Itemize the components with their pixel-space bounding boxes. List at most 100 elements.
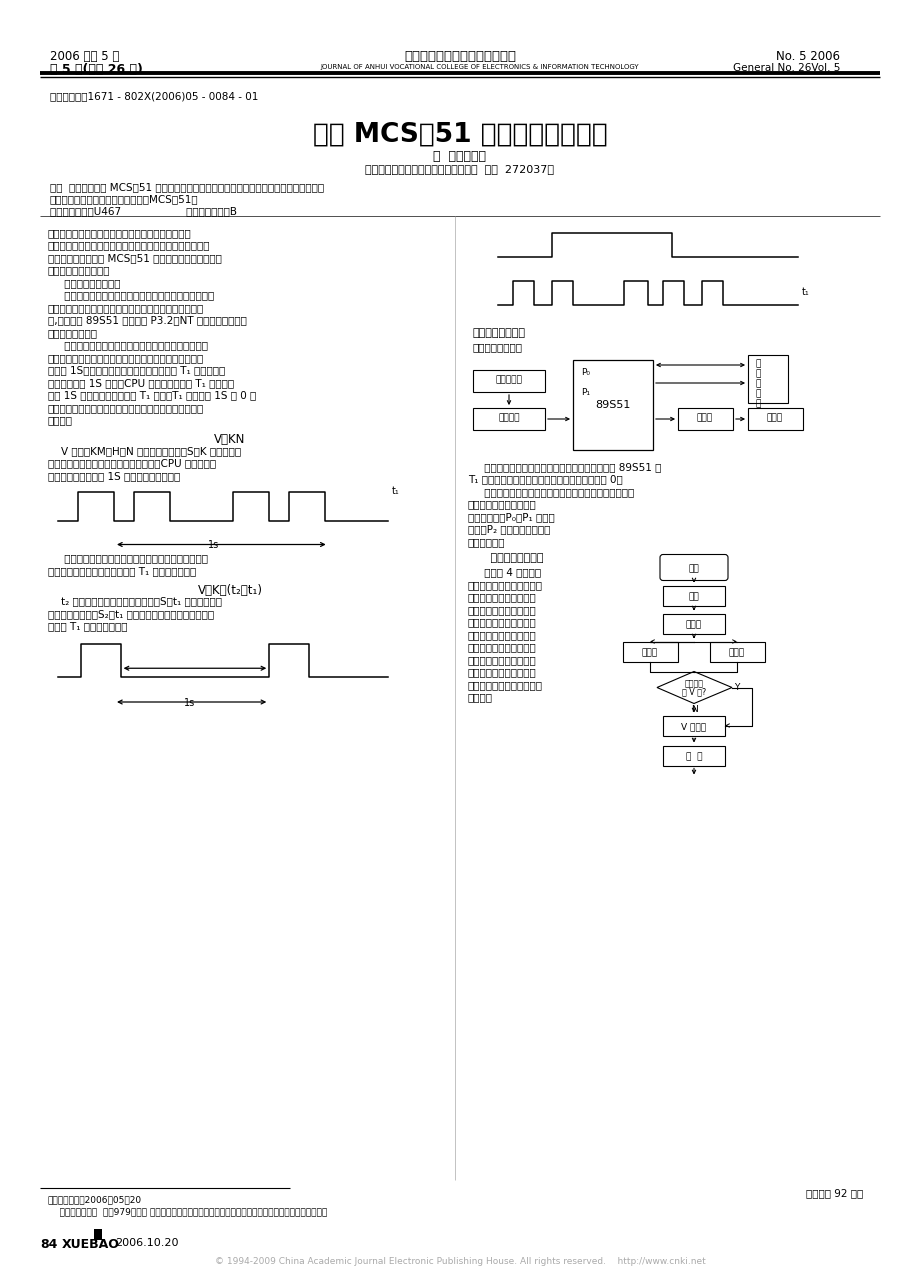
Text: 2006.10.20: 2006.10.20 <box>115 1238 178 1248</box>
Text: （即 1S 的脉冲数），随即将 T₁ 清零，T₁ 在下一个 1S 从 0 开: （即 1S 的脉冲数），随即将 T₁ 清零，T₁ 在下一个 1S 从 0 开 <box>48 390 256 400</box>
Text: 南  楠，房亚民: 南 楠，房亚民 <box>433 150 486 163</box>
Text: 基于 MCS－51 的车速检测显示仪: 基于 MCS－51 的车速检测显示仪 <box>312 122 607 149</box>
Text: 安徽电子信息职业技术学院学报: 安徽电子信息职业技术学院学报 <box>403 50 516 64</box>
Text: 频率法: 频率法 <box>728 649 744 658</box>
Text: V＝K／(t₂－t₁): V＝K／(t₂－t₁) <box>198 583 262 597</box>
Bar <box>663 715 724 735</box>
Bar <box>472 408 544 431</box>
Bar <box>94 1229 102 1240</box>
Text: 我国的车辆生产起步晚，技术相对落后，要赶超欧美: 我国的车辆生产起步晚，技术相对落后，要赶超欧美 <box>48 229 191 237</box>
Text: 示模块动态扫描显示测量: 示模块动态扫描显示测量 <box>468 668 536 677</box>
Text: General No. 26Vol. 5: General No. 26Vol. 5 <box>732 64 839 72</box>
Bar <box>663 613 724 634</box>
Bar <box>709 641 765 662</box>
Text: 89S51: 89S51 <box>595 400 630 410</box>
Text: N: N <box>690 706 697 715</box>
Text: 开始: 开始 <box>688 564 698 574</box>
Text: 面作了一些实用设计。: 面作了一些实用设计。 <box>48 265 110 276</box>
Text: 闪速存储器。: 闪速存储器。 <box>468 537 505 547</box>
Text: 速，小数点可浮动，程序流: 速，小数点可浮动，程序流 <box>468 679 542 690</box>
Text: 84: 84 <box>40 1238 57 1251</box>
Text: t₂ 为本次脉冲到来时刻相对时间，S；t₁ 为本次脉冲到: t₂ 为本次脉冲到来时刻相对时间，S；t₁ 为本次脉冲到 <box>48 597 221 607</box>
Text: ＊［收稿日期］2006－05－20: ＊［收稿日期］2006－05－20 <box>48 1195 142 1204</box>
Bar <box>747 356 788 403</box>
Text: V 存入存: V 存入存 <box>681 723 706 732</box>
Text: 三、软件流程框图: 三、软件流程框图 <box>472 554 543 564</box>
Bar <box>472 370 544 392</box>
Text: 当被测车速很高时，采用频率法进行测量。即累计单: 当被测车速很高时，采用频率法进行测量。即累计单 <box>48 340 208 351</box>
Text: 一、系统的工作原理: 一、系统的工作原理 <box>48 278 120 288</box>
Text: © 1994-2009 China Academic Journal Electronic Publishing House. All rights reser: © 1994-2009 China Academic Journal Elect… <box>214 1257 705 1266</box>
Text: 试方法的类别计算车速，: 试方法的类别计算车速， <box>468 630 536 640</box>
Text: V 车速，KM／H；N 为脉冲个数，个／S；K 常数，它由: V 车速，KM／H；N 为脉冲个数，个／S；K 常数，它由 <box>48 446 241 456</box>
Text: 始累计传感器送来的脉冲数，可由程序以下面的式子计算: 始累计传感器送来的脉冲数，可由程序以下面的式子计算 <box>48 403 204 413</box>
Text: ［作者简介］南  楠（979－）女 山东济宁人，学士，主要从事自动控制、单片机、仪器仪表的教学与研究。: ［作者简介］南 楠（979－）女 山东济宁人，学士，主要从事自动控制、单片机、仪… <box>48 1206 327 1215</box>
Text: 总线；P₂ 为数据总线，访问: 总线；P₂ 为数据总线，访问 <box>468 525 550 535</box>
Text: ［文章编号］1671 - 802X(2006)05 - 0084 - 01: ［文章编号］1671 - 802X(2006)05 - 0084 - 01 <box>50 91 258 102</box>
Text: 器: 器 <box>755 399 761 408</box>
Text: 序和四则运算子程序。显: 序和四则运算子程序。显 <box>468 655 536 665</box>
Text: 1s: 1s <box>208 541 219 550</box>
Text: P₀: P₀ <box>581 368 589 377</box>
Text: 尔式。不论哪一种传感器都以脉冲的形式向外输出转速信: 尔式。不论哪一种传感器都以脉冲的形式向外输出转速信 <box>48 304 204 312</box>
Text: 显示器: 显示器 <box>766 413 782 422</box>
Text: 果送显示器显示，每 1S 更新一次。如下图：: 果送显示器显示，每 1S 更新一次。如下图： <box>48 471 180 481</box>
Text: P₁: P₁ <box>581 389 589 398</box>
Text: ［关键词］车速；显示仪；单片机（MCS－51）: ［关键词］车速；显示仪；单片机（MCS－51） <box>50 194 199 204</box>
Text: 传感器输出: 传感器输出 <box>495 375 522 384</box>
Text: 竞争能力。本文利用 MCS－51 在车辆智能监测及显示方: 竞争能力。本文利用 MCS－51 在车辆智能监测及显示方 <box>48 253 221 263</box>
Text: 存: 存 <box>755 378 761 389</box>
Text: 的时间间隔，进而计算车速。由 T₁ 提供时间基准。: 的时间间隔，进而计算车速。由 T₁ 提供时间基准。 <box>48 566 196 577</box>
Text: 2006 年第 5 期: 2006 年第 5 期 <box>50 50 119 64</box>
Bar <box>663 745 724 766</box>
Text: 时间为 1S，传感器每送来一个脉冲，计数器 T₁ 自动加一，: 时间为 1S，传感器每送来一个脉冲，计数器 T₁ 自动加一， <box>48 366 225 376</box>
Text: 整形电路: 整形电路 <box>498 413 519 422</box>
Text: 1s: 1s <box>184 698 196 707</box>
Text: 障分析使用。P₀、P₁ 为地址: 障分析使用。P₀、P₁ 为地址 <box>468 512 554 522</box>
Text: No. 5 2006: No. 5 2006 <box>775 50 839 64</box>
Text: 行车中量: 行车中量 <box>684 679 703 688</box>
Text: t₁: t₁ <box>801 287 809 297</box>
Text: 显示模块和存储模块。测: 显示模块和存储模块。测 <box>468 593 536 602</box>
Text: 系统图如下所示：: 系统图如下所示： <box>472 342 522 352</box>
Text: 二、系统组成框图: 二、系统组成框图 <box>472 328 526 338</box>
Text: 初始化: 初始化 <box>686 621 701 630</box>
Text: 软件定时器每 1S 中断，CPU 响应后立刻读取 T₁ 中的数值: 软件定时器每 1S 中断，CPU 响应后立刻读取 T₁ 中的数值 <box>48 378 233 389</box>
Bar <box>622 641 677 662</box>
Text: 驱动器: 驱动器 <box>697 413 712 422</box>
Bar <box>663 585 724 606</box>
Text: 闪: 闪 <box>755 359 761 368</box>
Text: T₁ 输入，显示器由串行口读取数据，工作方式为 0。: T₁ 输入，显示器由串行口读取数据，工作方式为 0。 <box>468 475 622 484</box>
Text: 显  示: 显 示 <box>685 753 701 762</box>
Text: 周期法: 周期法 <box>641 649 657 658</box>
Text: 大 V 吗?: 大 V 吗? <box>681 687 706 696</box>
Text: 当车速低时，采用周期法测量，即测量两个脉冲之间: 当车速低时，采用周期法测量，即测量两个脉冲之间 <box>48 554 208 564</box>
Text: 该模块包括数值转换子程: 该模块包括数值转换子程 <box>468 643 536 653</box>
Text: XUEBAO: XUEBAO <box>62 1238 119 1251</box>
Text: Y: Y <box>733 683 739 692</box>
Text: 试模块中包含多个中断处: 试模块中包含多个中断处 <box>468 605 536 615</box>
Text: 程如下：: 程如下： <box>468 692 493 702</box>
Text: 第 5 卷(总第 26 期): 第 5 卷(总第 26 期) <box>50 64 142 76</box>
Text: 传感器特性和车轮转速共同决定。最后，CPU 把运算后结: 传感器特性和车轮转速共同决定。最后，CPU 把运算后结 <box>48 458 216 469</box>
Text: 采用不同的算法。: 采用不同的算法。 <box>48 328 98 338</box>
Text: 位时间内脉冲的个数，从而计算出此时刻车速。测速采样: 位时间内脉冲的个数，从而计算出此时刻车速。测速采样 <box>48 353 204 363</box>
Text: 闪速存储器用于储存一次行车中出现的最高速度和一些: 闪速存储器用于储存一次行车中出现的最高速度和一些 <box>468 486 633 497</box>
Text: 来时刻相对时间（S₂－t₁ 为两次脉冲之间的时间间隔。以: 来时刻相对时间（S₂－t₁ 为两次脉冲之间的时间间隔。以 <box>48 610 214 618</box>
Bar <box>573 359 652 450</box>
Text: （下转第 92 页）: （下转第 92 页） <box>805 1187 862 1198</box>
Text: V＝KN: V＝KN <box>214 433 245 446</box>
Text: （济宁职业技术学院机电工程系，山东  济宁  272037）: （济宁职业技术学院机电工程系，山东 济宁 272037） <box>365 164 554 174</box>
Text: 出车速：: 出车速： <box>48 415 73 425</box>
Text: 成：测试模块、运算模块、: 成：测试模块、运算模块、 <box>468 580 542 591</box>
Bar <box>677 408 732 431</box>
Text: 上，由 T₁ 读取。如下图：: 上，由 T₁ 读取。如下图： <box>48 621 128 631</box>
Text: JOURNAL OF ANHUI VOCATIONAL COLLEGE OF ELECTRONICS & INFORMATION TECHNOLOGY: JOURNAL OF ANHUI VOCATIONAL COLLEGE OF E… <box>320 64 638 70</box>
Text: 储: 储 <box>755 389 761 398</box>
Text: 目前，测速的传感器有电磁式、磁性形式、光电式、霍: 目前，测速的传感器有电磁式、磁性形式、光电式、霍 <box>48 291 214 301</box>
Text: ［中图分类号］U467                    ［文献标识码］B: ［中图分类号］U467 ［文献标识码］B <box>50 206 237 216</box>
Text: 特殊参数，供车维护和故: 特殊参数，供车维护和故 <box>468 499 536 509</box>
Text: 系统由 4 个模块组: 系统由 4 个模块组 <box>468 568 540 578</box>
Text: ［摘  要］讨论基于 MCS－51 车速显示仪的工作原理及硬件结构、软件流程，介绍其功能。: ［摘 要］讨论基于 MCS－51 车速显示仪的工作原理及硬件结构、软件流程，介绍… <box>50 182 323 192</box>
Text: 等国，必须吸收先进技术，研发高新技术，提高性能和市场: 等国，必须吸收先进技术，研发高新技术，提高性能和市场 <box>48 240 210 250</box>
